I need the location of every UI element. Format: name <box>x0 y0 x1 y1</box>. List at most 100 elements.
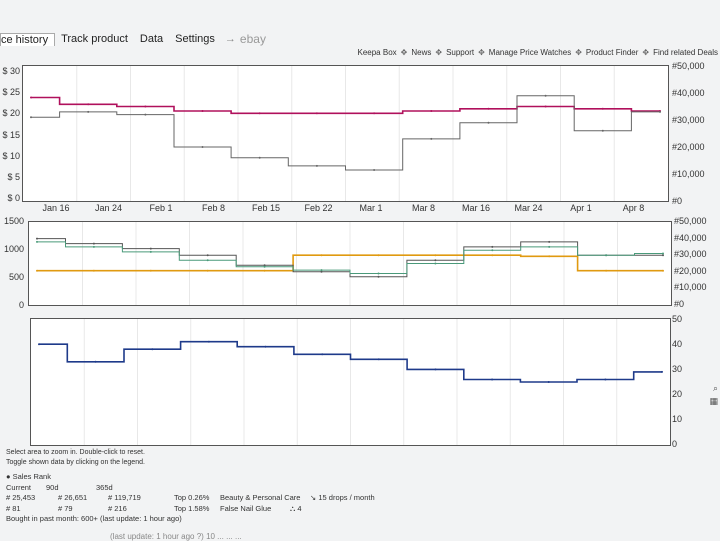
data-point <box>87 110 90 113</box>
tab-settings[interactable]: Settings <box>175 33 215 45</box>
rank-top-percent: Top 0.26% <box>174 493 210 502</box>
sales-rank-stats: ● Sales Rank Current 90d 365d # 25,453 #… <box>6 472 375 525</box>
price-axis-tick: $ 25 <box>2 87 20 98</box>
data-point <box>548 240 551 243</box>
nav-separator-icon: ✥ <box>400 48 408 57</box>
rank-axis-tick: #10,000 <box>672 169 705 179</box>
rank-axis-tick: #50,000 <box>672 61 705 71</box>
count-axis-tick: 1000 <box>4 244 25 254</box>
top-nav: Keepa Box ✥ News ✥ Support ✥ Manage Pric… <box>358 48 719 57</box>
price-chart[interactable] <box>22 65 669 202</box>
subrank-current: # 81 <box>6 503 21 513</box>
date-axis-tick: Feb 15 <box>251 203 281 213</box>
rank-drops: ↘ 15 drops / month <box>310 493 375 502</box>
data-point <box>149 269 152 272</box>
data-point <box>548 255 551 258</box>
data-point <box>321 353 324 356</box>
header-365d: 365d <box>96 482 113 492</box>
data-point <box>605 269 608 272</box>
price-axis-tick: $ 20 <box>2 108 20 119</box>
data-point <box>320 270 323 273</box>
nav-separator-icon: ✥ <box>435 48 443 57</box>
data-point <box>30 96 32 99</box>
price-axis-tick: $ 30 <box>2 66 20 76</box>
subrank-90d: # 79 <box>58 503 73 513</box>
data-point <box>605 254 608 257</box>
data-point <box>601 107 604 110</box>
tab-track-product[interactable]: Track product <box>61 33 128 45</box>
data-point <box>263 264 266 267</box>
offer-count-chart-svg[interactable] <box>29 222 671 305</box>
nav-manage-price-watches[interactable]: Manage Price Watches <box>488 48 572 57</box>
date-axis-tick: Mar 8 <box>411 203 435 213</box>
rating-chart[interactable] <box>30 318 671 446</box>
tab-data[interactable]: Data <box>139 33 164 45</box>
rank-axis-tick: #0 <box>672 196 683 206</box>
zoom-hint: Select area to zoom in. Double-click to … <box>6 449 145 456</box>
data-point <box>36 240 38 243</box>
nav-news[interactable]: News <box>411 48 432 57</box>
data-point <box>151 348 154 351</box>
search-icon[interactable]: ⌕ <box>712 383 718 393</box>
data-point <box>377 275 380 278</box>
tab-price-history[interactable]: ce history <box>0 32 56 46</box>
data-point <box>662 269 664 272</box>
data-point <box>149 247 152 250</box>
nav-separator-icon: ✥ <box>642 48 650 57</box>
data-point <box>544 105 547 108</box>
data-point <box>377 272 380 275</box>
data-point <box>434 254 437 257</box>
data-point <box>258 112 261 115</box>
series-line <box>39 340 662 383</box>
data-point <box>263 269 266 272</box>
data-point <box>601 129 604 132</box>
price-axis-tick: $ 0 <box>7 193 20 204</box>
data-point <box>201 146 204 148</box>
header-current: Current <box>6 482 32 492</box>
data-point <box>491 378 494 381</box>
data-point <box>430 137 433 140</box>
bought-past-month: Bought in past month: 600+ (last update:… <box>6 514 182 523</box>
nav-support[interactable]: Support <box>446 48 475 57</box>
data-point <box>149 250 152 253</box>
header-90d: 90d <box>46 482 59 492</box>
subrank-category[interactable]: False Nail Glue <box>220 503 272 513</box>
data-point <box>201 110 204 112</box>
price-chart-svg[interactable] <box>23 66 668 201</box>
data-point <box>434 368 437 371</box>
data-point <box>264 345 267 348</box>
data-point <box>487 107 490 110</box>
data-point <box>144 113 147 116</box>
count-axis-tick: 0 <box>18 300 24 310</box>
data-point <box>662 252 664 255</box>
data-point <box>434 259 437 262</box>
data-point <box>604 378 607 381</box>
tab-ebay[interactable]: ebay <box>239 32 266 46</box>
data-point <box>662 254 664 257</box>
tab-bar: ce history Track product Data Settings →… <box>0 30 300 48</box>
rating-chart-svg[interactable] <box>31 319 670 445</box>
subrank-top-percent: Top 1.58% <box>174 503 210 513</box>
rank-axis-tick: #0 <box>674 298 685 309</box>
date-axis-tick: Apr 8 <box>622 203 645 213</box>
rank-category[interactable]: Beauty & Personal Care <box>220 493 301 502</box>
rank-axis-tick: #20,000 <box>672 142 705 152</box>
date-axis-tick: Apr 1 <box>570 203 592 213</box>
date-axis-tick: Feb 22 <box>304 203 333 213</box>
rank-axis-tick: #40,000 <box>674 232 707 243</box>
date-axis-tick: Jan 24 <box>94 203 123 213</box>
data-point <box>38 343 40 346</box>
nav-product-finder[interactable]: Product Finder <box>585 48 639 57</box>
data-point <box>315 164 318 167</box>
data-point <box>377 358 380 361</box>
offer-count-chart[interactable] <box>28 221 672 306</box>
price-axis-tick: $ 10 <box>2 150 20 161</box>
rating-axis-tick: 30 <box>672 364 683 374</box>
nav-keepa-box[interactable]: Keepa Box <box>357 48 397 57</box>
nav-find-related-deals[interactable]: Find related Deals <box>653 48 718 57</box>
date-axis-tick: Mar 24 <box>514 203 543 213</box>
data-point <box>491 245 494 248</box>
sales-rank-title[interactable]: ● Sales Rank <box>6 472 51 481</box>
calendar-icon[interactable]: ▦ <box>709 396 718 406</box>
data-point <box>315 112 318 115</box>
